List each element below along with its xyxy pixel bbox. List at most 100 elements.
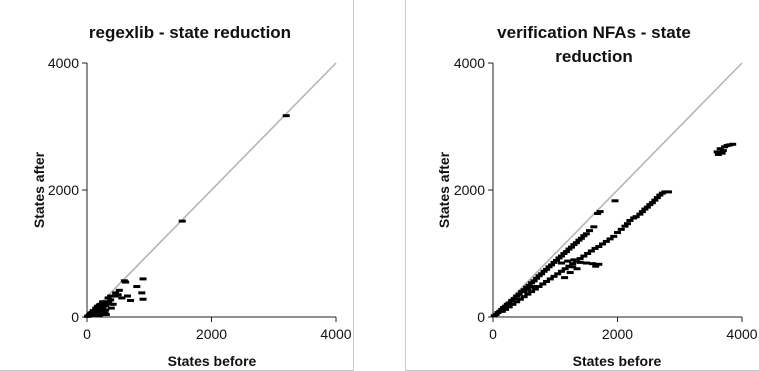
chart-verification: verification NFAs - state reduction 0 20… — [436, 23, 758, 369]
data-point — [632, 215, 640, 219]
data-point — [566, 271, 574, 275]
y-tick-label: 0 — [71, 309, 79, 325]
data-point — [508, 298, 516, 302]
data-point — [548, 263, 556, 267]
data-point — [580, 234, 588, 238]
data-point — [573, 267, 581, 271]
data-point — [599, 242, 607, 246]
data-point — [585, 229, 593, 233]
data-point — [545, 265, 553, 269]
data-point — [112, 291, 120, 295]
data-point — [105, 300, 113, 304]
data-point — [535, 274, 543, 278]
data-point — [595, 245, 603, 249]
data-point — [560, 252, 568, 255]
data-point — [564, 259, 572, 263]
data-point — [501, 307, 509, 311]
data-point — [528, 290, 536, 294]
data-point — [546, 277, 554, 281]
data-point — [92, 306, 100, 310]
data-point — [594, 211, 602, 215]
data-point — [589, 262, 597, 266]
data-point — [127, 298, 135, 302]
data-point — [535, 285, 543, 289]
data-point — [602, 239, 610, 243]
data-point — [528, 281, 536, 285]
data-point — [540, 269, 548, 273]
data-point — [107, 298, 115, 302]
data-point — [138, 291, 146, 295]
data-point — [115, 288, 123, 292]
data-point — [523, 285, 531, 289]
x-tick-label: 0 — [83, 326, 91, 342]
data-point — [569, 262, 577, 266]
data-point — [133, 285, 141, 289]
data-point — [529, 285, 537, 289]
data-point — [638, 210, 646, 214]
data-point — [565, 247, 573, 251]
chart-title: verification NFAs - state reduction — [497, 23, 691, 66]
y-tick-label: 2000 — [48, 182, 79, 198]
data-point — [498, 307, 506, 311]
x-tick-label: 4000 — [320, 326, 351, 342]
data-point — [543, 267, 551, 271]
data-point — [641, 207, 649, 211]
data-point — [498, 309, 506, 313]
data-point — [122, 280, 130, 284]
data-point — [104, 296, 112, 300]
reference-line-group — [492, 62, 743, 318]
data-point — [94, 311, 102, 315]
chart-regexlib: regexlib - state reduction 0 2000 4000 0… — [31, 23, 352, 369]
data-point — [614, 231, 621, 235]
chart-panel-regexlib: regexlib - state reduction 0 2000 4000 0… — [0, 0, 354, 371]
data-point — [515, 292, 523, 296]
data-point — [719, 149, 727, 153]
data-point — [509, 302, 517, 306]
chart-title-line-1: verification NFAs - state — [497, 23, 691, 42]
data-point — [87, 311, 95, 315]
data-point — [555, 256, 563, 260]
data-point — [592, 264, 600, 268]
data-point — [516, 297, 524, 301]
data-point — [577, 236, 585, 240]
data-point — [576, 260, 584, 264]
data-point — [610, 234, 618, 238]
data-point — [569, 265, 577, 269]
data-point — [107, 294, 115, 298]
data-point — [636, 212, 644, 216]
data-point — [501, 304, 509, 308]
data-point — [713, 150, 721, 154]
data-point — [565, 264, 573, 268]
axes: 0 2000 4000 0 2000 4000 — [48, 55, 352, 342]
data-point — [282, 114, 290, 118]
data-point — [531, 287, 539, 291]
data-point — [648, 201, 656, 205]
data-point — [543, 279, 551, 283]
data-points — [490, 142, 737, 318]
data-point — [530, 279, 538, 283]
data-point — [665, 190, 673, 194]
data-point — [570, 258, 578, 262]
data-point — [561, 276, 569, 280]
data-point — [505, 305, 513, 309]
data-point — [102, 308, 110, 312]
data-point — [513, 300, 521, 304]
axes: 0 2000 4000 0 2000 4000 — [454, 55, 758, 342]
x-tick-label: 2000 — [602, 326, 633, 342]
data-point — [505, 301, 513, 305]
data-point — [575, 238, 583, 242]
data-point — [572, 241, 580, 245]
data-point — [510, 297, 518, 301]
data-point — [123, 294, 131, 298]
chart-title: regexlib - state reduction — [89, 23, 291, 42]
data-point — [582, 232, 590, 236]
data-point — [178, 219, 186, 223]
data-point — [520, 288, 528, 292]
data-point — [582, 261, 590, 265]
data-point — [524, 287, 532, 291]
data-point — [656, 193, 664, 197]
data-point — [95, 314, 103, 318]
data-point — [611, 199, 619, 203]
data-point — [729, 142, 737, 146]
